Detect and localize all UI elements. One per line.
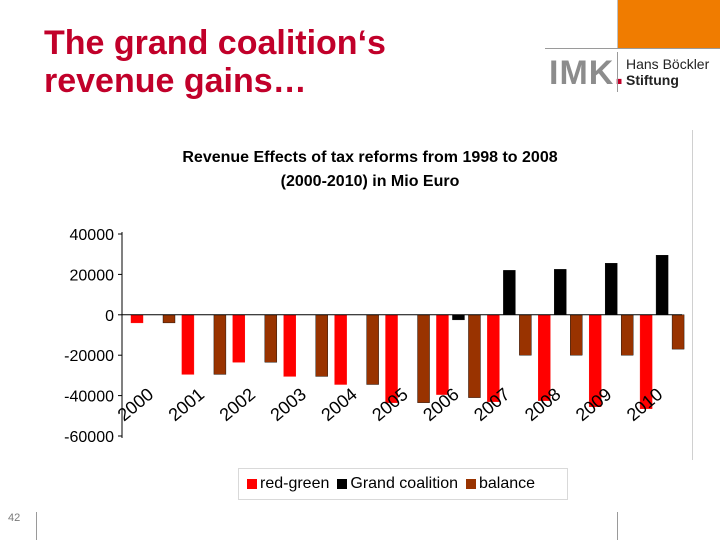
imk-logo-text: IMK: [549, 54, 615, 92]
bar-balance-2007: [519, 314, 532, 356]
bar-red-green-2001: [181, 314, 195, 375]
bar-balance-2010: [671, 314, 685, 350]
logo-divider-line: [545, 48, 720, 49]
x-tick-label: 2003: [266, 384, 310, 425]
bar-balance-2003: [315, 314, 328, 377]
slide-title-line-2: revenue gains…: [44, 62, 307, 100]
bar-red-green-2000: [130, 314, 144, 324]
logo-separator: [617, 52, 618, 92]
bar-balance-2005: [417, 314, 430, 403]
slide-title: The grand coalition‘s revenue gains…: [44, 24, 514, 100]
footer-divider-right: [617, 512, 618, 540]
bar-red-green-2003: [283, 314, 296, 377]
legend-swatch-red-green: [247, 479, 257, 489]
y-tick-label: -40000: [64, 389, 114, 406]
slide-title-line-1: The grand coalition‘s: [44, 24, 386, 62]
footer-divider-left: [36, 512, 37, 540]
legend-label-grand-coalition: Grand coalition: [350, 475, 458, 492]
x-tick-label: 2001: [165, 384, 209, 425]
legend-swatch-grand-coalition: [337, 479, 348, 489]
bar-red-green-2002: [232, 314, 246, 363]
chart-title-line-1: Revenue Effects of tax reforms from 1998…: [182, 149, 558, 166]
bar-grand-coalition-2009: [604, 263, 618, 316]
legend-label-red-green: red-green: [260, 475, 330, 492]
bar-grand-coalition-2006: [452, 314, 465, 321]
y-tick-label: 40000: [70, 227, 115, 244]
imk-logo-dot: .: [614, 54, 625, 92]
legend-swatch-balance: [466, 479, 476, 489]
bar-balance-2002: [264, 314, 278, 363]
legend-label-balance: balance: [479, 475, 536, 492]
y-tick-label: 20000: [70, 267, 115, 284]
y-tick-label: -20000: [64, 348, 114, 365]
bar-grand-coalition-2010: [655, 255, 669, 316]
bar-balance-2000: [162, 314, 176, 324]
x-tick-label: 2004: [317, 384, 361, 425]
x-tick-label: 2002: [216, 384, 260, 425]
top-divider-line: [617, 0, 618, 48]
orange-accent-block: [617, 0, 720, 48]
page-number: 42: [8, 512, 21, 524]
legend-item-balance: balance: [466, 475, 535, 493]
hans-boeckler-logo-line-1: Hans Böckler: [626, 56, 710, 72]
y-tick-label: -60000: [64, 429, 114, 446]
bar-grand-coalition-2008: [554, 269, 567, 316]
legend-item-grand-coalition: Grand coalition: [337, 475, 458, 493]
bar-balance-2008: [570, 314, 583, 356]
bar-grand-coalition-2007: [503, 270, 516, 315]
hans-boeckler-logo-line-2: Stiftung: [626, 72, 679, 88]
bar-balance-2006: [468, 314, 481, 398]
x-tick-label: 2000: [114, 384, 158, 425]
bar-balance-2009: [620, 314, 634, 356]
bar-red-green-2006: [436, 314, 449, 395]
bar-balance-2004: [366, 314, 379, 385]
chart-title: Revenue Effects of tax reforms from 1998…: [130, 146, 610, 194]
chart-title-line-2: (2000-2010) in Mio Euro: [280, 173, 460, 190]
chart-legend: red-green Grand coalition balance: [238, 468, 568, 500]
chart-edge-rule: [692, 130, 693, 460]
y-tick-label: 0: [105, 308, 114, 325]
bar-balance-2001: [213, 314, 227, 375]
bar-red-green-2004: [334, 314, 347, 385]
legend-item-red-green: red-green: [247, 475, 329, 493]
imk-logo: IMK.: [549, 54, 625, 92]
